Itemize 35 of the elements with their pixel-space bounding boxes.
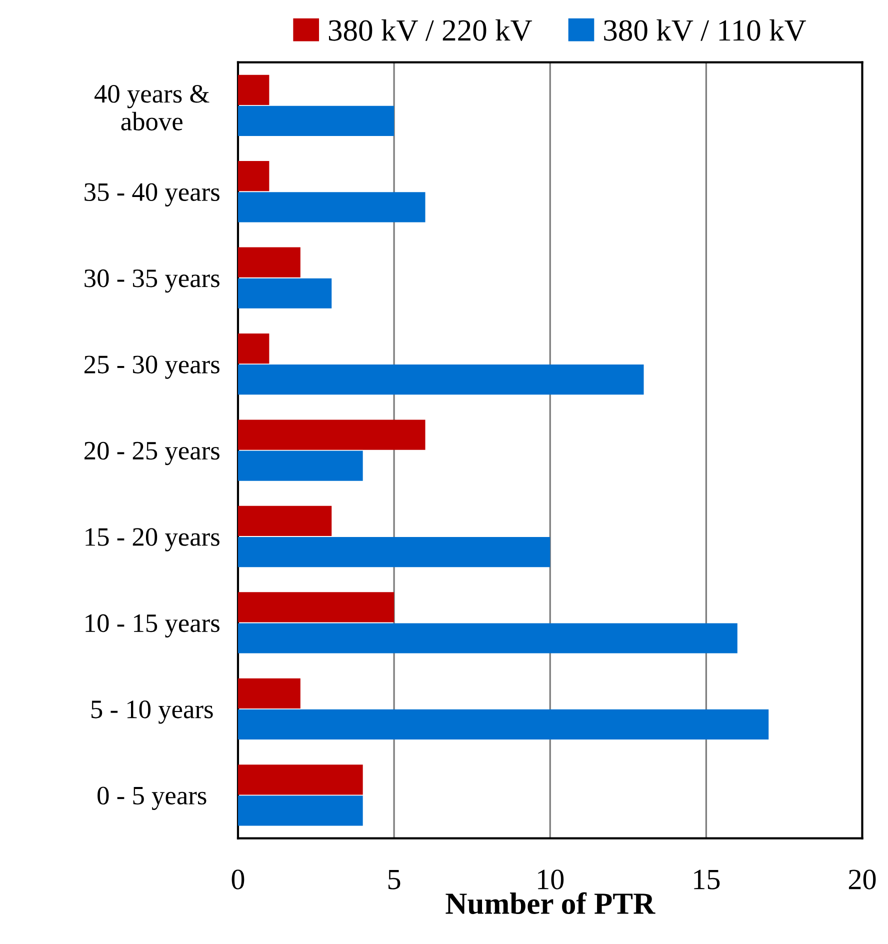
x-axis-title: Number of PTR <box>446 892 656 914</box>
bar <box>238 333 270 364</box>
x-tick-label: 20 <box>848 870 876 890</box>
bar <box>238 623 738 654</box>
bar <box>238 106 394 136</box>
bar <box>238 592 394 622</box>
bar <box>238 74 270 105</box>
y-tick-label: 20 - 25 years <box>84 442 220 466</box>
bar <box>238 161 270 192</box>
bar <box>238 506 332 536</box>
y-tick-label: 30 - 35 years <box>84 269 220 293</box>
bar <box>238 420 426 450</box>
y-tick-label: 15 - 20 years <box>86 528 220 552</box>
legend-label: 380 kV / 220 kV <box>328 19 532 41</box>
y-tick-label: 10 - 15 years <box>86 614 220 638</box>
y-tick-label: 40 years & above <box>94 84 210 130</box>
x-tick-label: 15 <box>694 870 720 890</box>
bar <box>238 450 363 481</box>
bar <box>238 678 300 708</box>
y-tick-label: 5 - 10 years <box>91 700 213 724</box>
bar <box>238 278 332 308</box>
bar <box>238 364 644 395</box>
y-tick-label: 25 - 30 years <box>84 356 220 379</box>
bar <box>238 536 550 568</box>
legend-label: 380 kV / 110 kV <box>604 19 806 41</box>
x-tick-label: 5 <box>388 870 400 890</box>
y-tick-label: 0 - 5 years <box>98 786 206 810</box>
bar <box>238 764 363 795</box>
x-tick-label: 10 <box>538 870 564 890</box>
x-tick-label: 0 <box>232 870 244 890</box>
y-tick-label: 35 - 40 years <box>84 183 220 206</box>
bar <box>238 247 300 278</box>
bar <box>238 192 426 222</box>
bar <box>238 709 769 740</box>
bar <box>238 796 363 826</box>
